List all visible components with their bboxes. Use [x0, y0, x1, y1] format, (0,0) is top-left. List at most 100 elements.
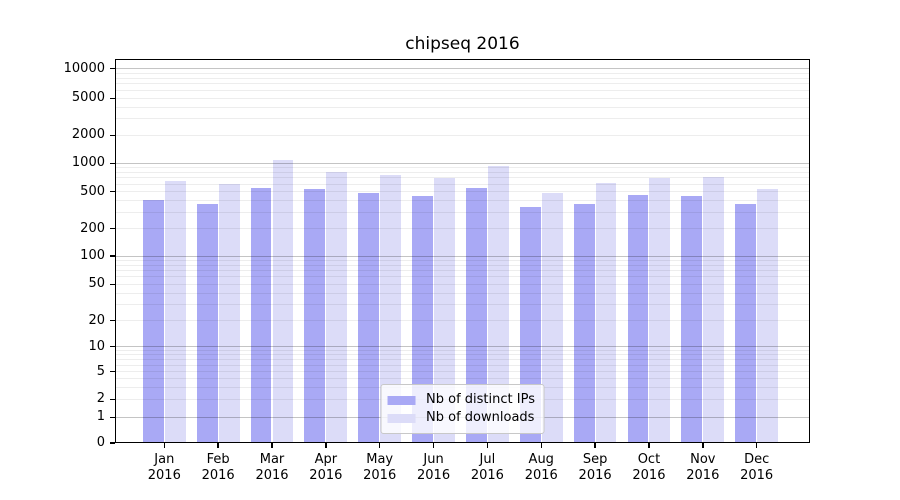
y-tick-mark	[110, 283, 115, 286]
bar-distinct-ips-aug	[519, 206, 541, 443]
x-tick-month: Dec	[744, 452, 770, 467]
x-tick-year: 2016	[632, 467, 666, 483]
bar-distinct-ips-dec	[735, 203, 757, 443]
y-tick-label: 10000	[63, 60, 105, 76]
bar-distinct-ips-oct	[627, 195, 649, 443]
minor-gridline	[115, 72, 810, 74]
x-tick-label: May 2016	[352, 452, 408, 483]
minor-gridline	[115, 371, 810, 373]
x-tick-label: Jan 2016	[136, 452, 192, 483]
legend: Nb of distinct IPs Nb of downloads	[380, 384, 545, 434]
minor-gridline	[115, 134, 810, 136]
bar-downloads-nov	[703, 177, 725, 443]
minor-gridline	[115, 350, 810, 351]
x-tick-mark	[325, 443, 327, 448]
x-tick-month: Jan	[154, 452, 175, 467]
x-tick-mark	[702, 443, 704, 448]
minor-gridline	[115, 264, 810, 266]
x-tick-month: Nov	[690, 452, 716, 467]
x-tick-label: Feb 2016	[190, 452, 246, 483]
bar-downloads-mar	[272, 159, 294, 443]
y-tick-mark	[110, 255, 115, 257]
x-tick-year: 2016	[201, 467, 235, 483]
minor-gridline	[115, 304, 810, 306]
x-tick-month: Oct	[637, 452, 661, 467]
y-tick-mark	[110, 227, 115, 230]
x-tick-mark	[163, 443, 166, 448]
bar-distinct-ips-may	[358, 193, 380, 443]
chart-title: chipseq 2016	[405, 34, 520, 54]
bar-downloads-oct	[649, 177, 671, 443]
x-tick-mark	[486, 443, 489, 448]
y-tick-label: 500	[80, 183, 105, 199]
x-tick-year: 2016	[740, 467, 774, 483]
y-tick-label: 10	[88, 338, 105, 354]
bar-downloads-jun	[434, 177, 455, 443]
y-tick-mark	[110, 442, 115, 444]
x-tick-mark	[594, 443, 596, 448]
legend-label-downloads: Nb of downloads	[426, 410, 535, 425]
x-tick-year: 2016	[524, 467, 558, 483]
x-tick-label: Apr 2016	[298, 452, 354, 483]
y-tick-label: 2000	[71, 127, 105, 143]
x-tick-mark	[755, 443, 758, 448]
minor-gridline	[115, 320, 810, 322]
x-tick-year: 2016	[578, 467, 612, 483]
bar-distinct-ips-sep	[573, 203, 595, 443]
legend-item-distinct-ips: Nb of distinct IPs	[387, 392, 535, 408]
y-tick-label: 5000	[71, 90, 105, 106]
minor-gridline	[115, 77, 810, 79]
x-tick-mark	[378, 443, 381, 448]
legend-item-downloads: Nb of downloads	[387, 410, 535, 426]
minor-gridline	[115, 259, 810, 261]
minor-gridline	[115, 359, 810, 361]
y-tick-mark	[110, 134, 115, 137]
x-tick-year: 2016	[686, 467, 720, 483]
y-tick-mark	[110, 319, 115, 322]
y-tick-mark	[110, 398, 115, 401]
x-tick-month: Aug	[528, 452, 554, 467]
x-tick-label: Jul 2016	[459, 452, 515, 483]
x-tick-month: Feb	[206, 452, 230, 467]
x-tick-label: Sep 2016	[567, 452, 623, 483]
minor-gridline	[115, 270, 810, 272]
minor-gridline	[115, 292, 810, 294]
y-tick-label: 100	[80, 248, 105, 263]
y-tick-label: 200	[80, 220, 105, 236]
x-tick-year: 2016	[470, 467, 504, 483]
x-tick-month: May	[366, 452, 394, 467]
minor-gridline	[115, 97, 810, 99]
x-tick-label: Mar 2016	[244, 452, 300, 483]
bar-downloads-sep	[595, 182, 617, 443]
bar-distinct-ips-mar	[250, 187, 272, 443]
major-gridline	[115, 68, 810, 69]
plot-area: Nb of distinct IPs Nb of downloads	[115, 59, 810, 443]
major-gridline	[115, 162, 810, 164]
x-tick-month: Sep	[582, 452, 608, 467]
minor-gridline	[115, 177, 810, 179]
y-tick-mark	[110, 370, 115, 373]
bar-downloads-dec	[757, 188, 779, 443]
minor-gridline	[115, 228, 810, 230]
minor-gridline	[115, 283, 810, 285]
bar-distinct-ips-jul	[466, 188, 487, 443]
x-tick-month: Jun	[423, 452, 444, 467]
x-tick-month: Jul	[479, 452, 496, 467]
x-tick-label: Aug 2016	[513, 452, 569, 483]
minor-gridline	[115, 377, 810, 379]
minor-gridline	[115, 106, 810, 108]
x-tick-month: Apr	[314, 452, 338, 467]
minor-gridline	[115, 354, 810, 356]
x-tick-mark	[432, 443, 435, 448]
minor-gridline	[115, 83, 810, 85]
bar-distinct-ips-jan	[142, 199, 164, 443]
legend-swatch-distinct-ips	[387, 395, 416, 405]
x-tick-mark	[540, 443, 542, 448]
x-tick-year: 2016	[255, 467, 289, 483]
minor-gridline	[115, 191, 810, 193]
minor-gridline	[115, 183, 810, 185]
x-tick-year: 2016	[147, 467, 181, 483]
bar-downloads-jan	[164, 180, 186, 443]
bar-distinct-ips-nov	[681, 195, 703, 443]
